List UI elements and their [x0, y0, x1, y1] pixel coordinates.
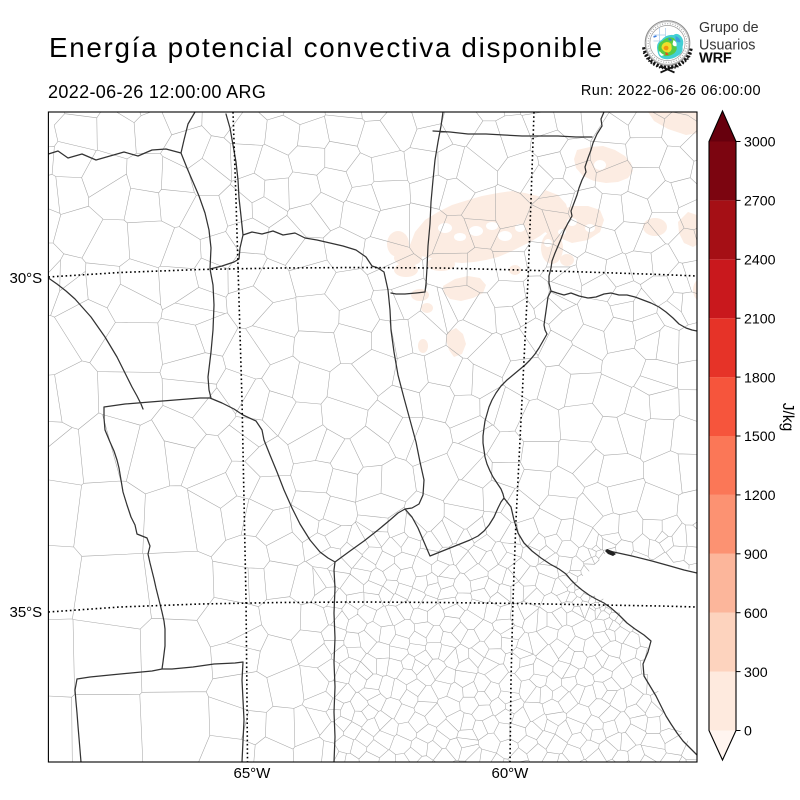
svg-text:J/kg: J/kg [779, 403, 796, 431]
svg-text:1500: 1500 [744, 429, 776, 445]
svg-text:WRF: WRF [699, 51, 732, 67]
svg-text:900: 900 [744, 547, 768, 563]
svg-text:3000: 3000 [744, 135, 776, 151]
svg-text:1800: 1800 [744, 370, 776, 386]
svg-text:2400: 2400 [744, 253, 776, 269]
svg-text:Usuarios: Usuarios [699, 38, 755, 54]
svg-text:300: 300 [744, 665, 768, 681]
svg-text:Grupo de: Grupo de [699, 20, 759, 36]
svg-text:1200: 1200 [744, 488, 776, 504]
svg-text:2100: 2100 [744, 311, 776, 327]
svg-text:0: 0 [744, 724, 752, 740]
svg-text:2700: 2700 [744, 194, 776, 210]
svg-text:600: 600 [744, 606, 768, 622]
